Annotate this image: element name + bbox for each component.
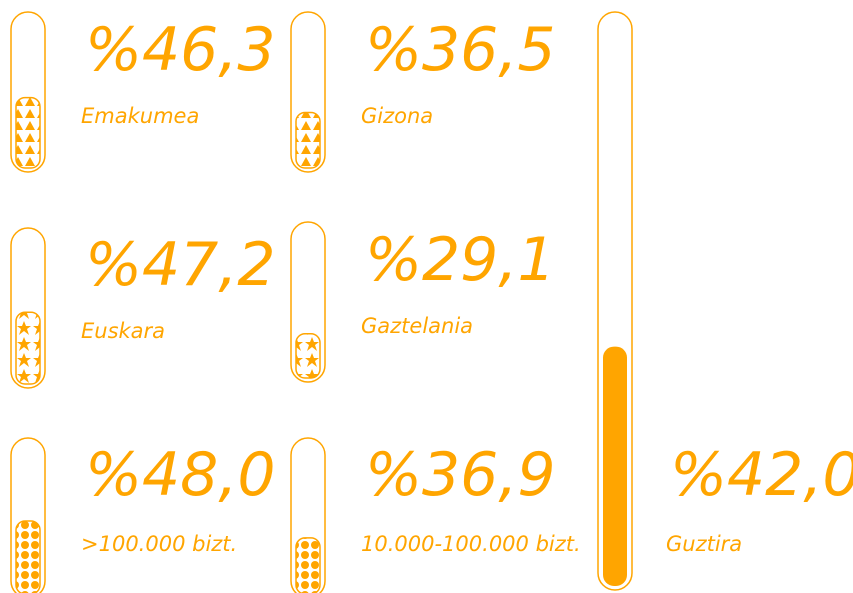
category-label: Gizona [361,104,433,128]
tube-fill [15,311,41,385]
category-label: Gaztelania [361,314,473,338]
tube-fill [15,96,41,169]
category-label: Guztira [666,532,742,556]
category-label: 10.000-100.000 bizt. [361,532,581,556]
category-label: >100.000 bizt. [81,532,237,556]
value-label: %29,1 [365,225,556,295]
tube-fill [295,111,321,169]
value-label: %42,0 [670,440,853,510]
tube [10,227,46,389]
tube-fill [295,537,321,593]
tube [597,11,633,591]
value-label: %36,9 [365,440,556,510]
tube [290,11,326,173]
value-label: %47,2 [85,230,276,300]
value-label: %48,0 [85,440,276,510]
value-label: %36,5 [365,15,556,85]
category-label: Euskara [81,319,165,343]
value-label: %46,3 [85,15,276,85]
tube [290,221,326,383]
tube [290,437,326,593]
tube [10,11,46,173]
tube-fill [603,346,627,586]
category-label: Emakumea [81,104,199,128]
tube-fill [295,333,321,379]
tube [10,437,46,593]
tube-fill [15,520,41,593]
